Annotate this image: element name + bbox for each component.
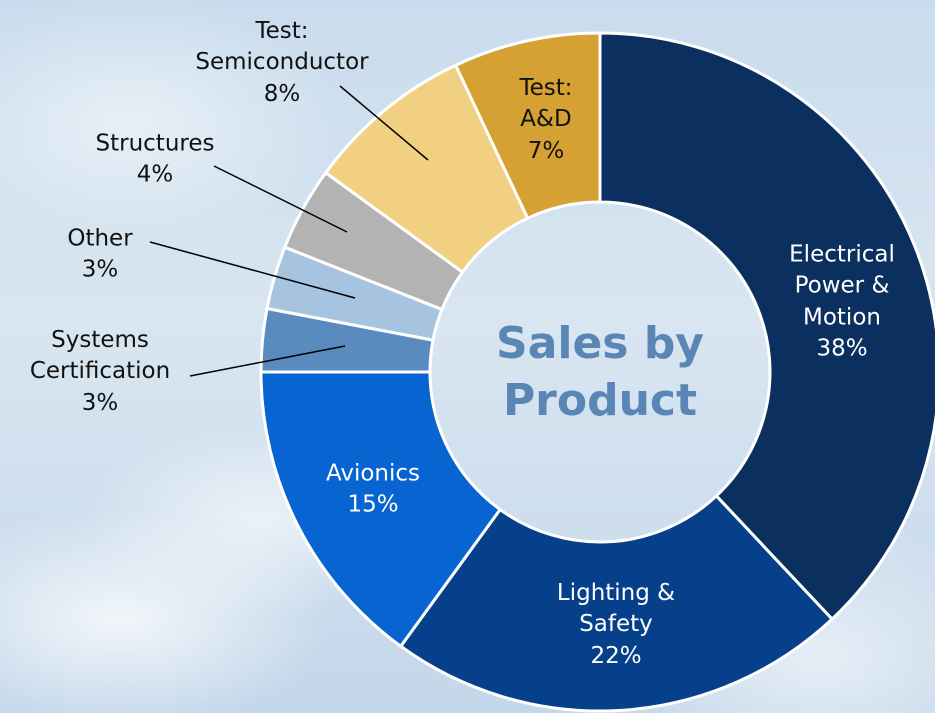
value-label: 3%: [5, 388, 195, 419]
category-label: Avionics: [303, 459, 443, 490]
category-label: Test: A&D: [511, 73, 581, 136]
value-label: 38%: [767, 333, 917, 364]
value-label: 8%: [167, 79, 397, 110]
chart: Sales by Product Electrical Power & Moti…: [0, 0, 935, 713]
value-label: 7%: [511, 136, 581, 167]
value-label: 4%: [75, 160, 235, 191]
category-label: Other: [40, 224, 160, 255]
category-label: Electrical Power & Motion: [767, 239, 917, 333]
value-label: 22%: [536, 641, 696, 672]
chart-title: Sales by Product: [480, 315, 720, 429]
value-label: 3%: [40, 255, 160, 286]
category-label: Lighting & Safety: [536, 578, 696, 641]
category-label: Systems Certification: [5, 325, 195, 388]
category-label: Test: Semiconductor: [167, 16, 397, 79]
category-label: Structures: [75, 129, 235, 160]
value-label: 15%: [303, 490, 443, 521]
